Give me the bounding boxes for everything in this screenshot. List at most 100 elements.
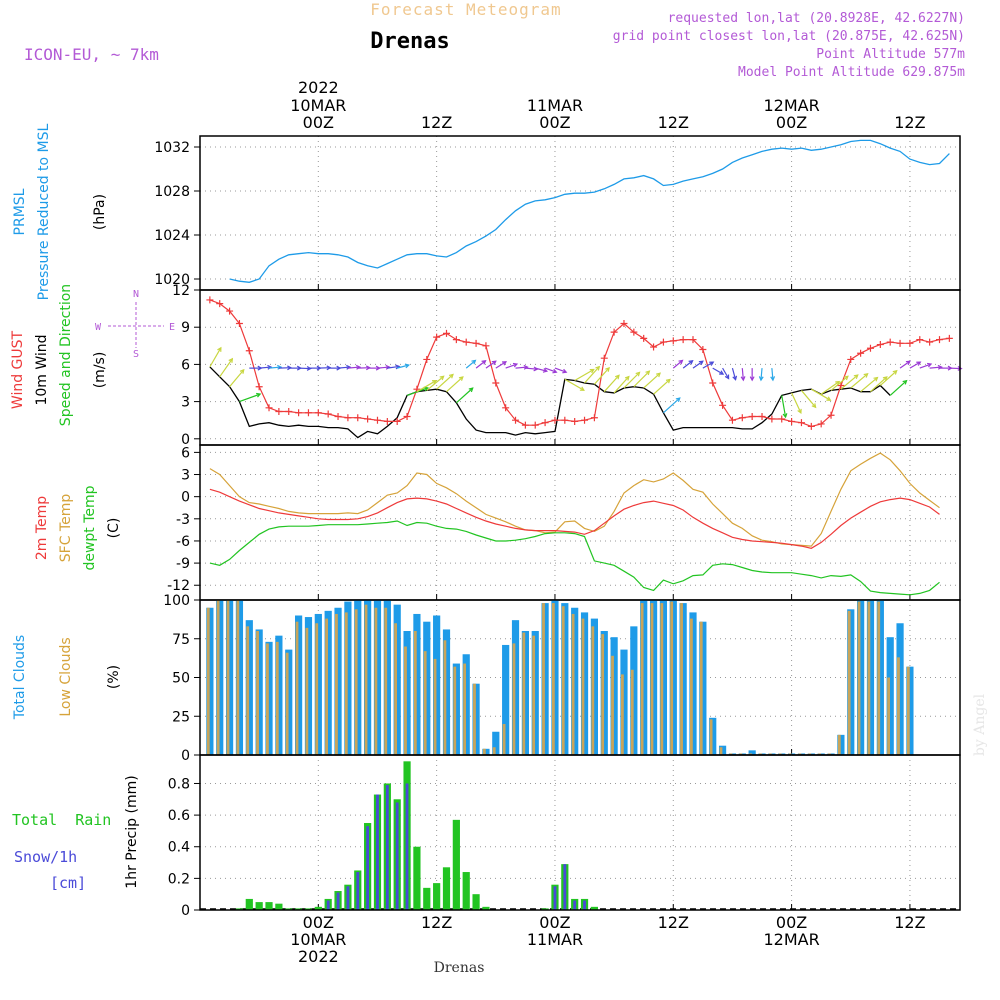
total-cloud-bar: [383, 600, 391, 755]
total-cloud-bar: [817, 753, 825, 755]
top-year-label: 2022: [298, 78, 339, 97]
gust-marker: [827, 411, 835, 419]
wind-arrow-head: [770, 376, 776, 382]
bottom-tick-label: 2022: [298, 947, 339, 966]
total-cloud-bar: [571, 607, 579, 755]
point-altitude: Point Altitude 577m: [816, 47, 965, 62]
t2m-line: [209, 488, 940, 549]
wind-arrow-head: [605, 366, 610, 372]
bottom-tick-label: 00Z: [776, 913, 807, 932]
wind-arrow-head: [385, 364, 391, 370]
snow-bar: [395, 802, 399, 910]
total-cloud-bar: [886, 637, 894, 755]
gust-marker: [403, 412, 411, 420]
wind-arrow: [771, 368, 774, 381]
wind-arrow: [436, 374, 454, 390]
wind-arrow: [889, 380, 907, 396]
y-tick-label: 25: [172, 709, 190, 725]
low-cloud-bar: [256, 631, 259, 755]
wind-arrow: [387, 365, 400, 369]
total-cloud-bar: [364, 600, 372, 755]
t2m-label: 2m Temp: [34, 496, 50, 560]
wind-arrow: [495, 361, 507, 369]
total-cloud-bar: [393, 604, 401, 755]
low-clouds-label: Low Clouds: [58, 637, 74, 716]
gust-marker: [797, 419, 805, 427]
low-cloud-bar: [611, 655, 614, 755]
gust-marker: [216, 300, 224, 308]
top-tick-label: 00Z: [776, 113, 807, 132]
gust-marker: [590, 414, 598, 422]
requested-coords: requested lon,lat (20.8928E, 42.6227N): [668, 11, 965, 26]
wind-arrow: [682, 360, 693, 369]
total-clouds-label: Total Clouds: [12, 635, 28, 720]
total-cloud-bar: [354, 600, 362, 755]
low-cloud-bar: [759, 753, 762, 755]
low-cloud-bar: [818, 753, 821, 755]
total-cloud-bar: [403, 631, 411, 755]
wind-arrow-head: [675, 397, 681, 403]
total-cloud-bar: [295, 615, 303, 755]
wind-arrow: [337, 366, 351, 369]
wind-speed-line: [209, 366, 891, 439]
y-tick-label: 0.6: [168, 808, 190, 824]
top-tick-label: 00Z: [303, 113, 334, 132]
wind-arrow-head: [863, 373, 869, 378]
low-cloud-bar: [837, 734, 841, 755]
wind-arrow-head: [624, 375, 630, 381]
total-cloud-bar: [206, 607, 214, 755]
wind-arrow-head: [957, 365, 963, 371]
panel-frame: [199, 135, 961, 291]
y-tick-label: 12: [172, 283, 190, 299]
gust-marker: [945, 334, 953, 342]
y-tick-label: 1032: [154, 140, 190, 156]
clouds-unit: (%): [106, 665, 122, 689]
snow-bar: [326, 900, 330, 910]
total-cloud-bar: [649, 600, 658, 755]
pressure-panel-labels: PRMSL Pressure Reduced to MSL (hPa): [12, 123, 108, 300]
panel-frame: [199, 754, 961, 911]
gust-marker: [245, 347, 253, 355]
total-cloud-bar: [285, 649, 293, 755]
pressure-label-prmsl: PRMSL: [12, 188, 28, 235]
y-tick-label: 1020: [154, 272, 190, 288]
total-cloud-bar: [511, 620, 520, 755]
bottom-tick-label: 12Z: [421, 913, 452, 932]
dewpt-label: dewpt Temp: [82, 485, 98, 570]
gust-marker: [738, 414, 746, 422]
gust-marker: [571, 417, 579, 425]
y-tick-label: 6: [181, 445, 190, 461]
wind-arrow-head: [267, 364, 273, 370]
total-cloud-bar: [472, 683, 480, 755]
total-cloud-bar: [265, 641, 273, 755]
low-cloud-bar: [463, 663, 467, 755]
gust-marker: [304, 409, 312, 417]
wind-arrow: [672, 359, 683, 369]
compass-w: W: [95, 322, 102, 333]
wind-arrow-head: [732, 375, 738, 381]
total-cloud-bar: [866, 600, 875, 755]
y-tick-label: 0: [181, 432, 190, 448]
gust-marker: [492, 379, 500, 387]
gust-marker: [354, 414, 362, 422]
rain-bar: [255, 902, 263, 910]
wind-arrow: [525, 367, 538, 370]
wind-arrow-head: [678, 359, 684, 365]
snow-bar: [583, 900, 586, 910]
wind-arrow-head: [688, 359, 694, 365]
y-tick-label: -6: [176, 534, 190, 550]
top-tick-label: 00Z: [539, 113, 570, 132]
total-cloud-bar: [807, 753, 815, 755]
rain-bar: [482, 906, 490, 910]
wind-arrow-head: [615, 374, 620, 380]
low-cloud-bar: [670, 601, 674, 755]
low-cloud-bar: [473, 683, 476, 755]
total-cloud-bar: [255, 629, 263, 755]
wind-arrow: [505, 363, 518, 369]
wind-arrow: [741, 368, 744, 381]
gust-marker: [689, 336, 697, 344]
wind-arrow: [791, 392, 802, 414]
wind-arrow: [574, 369, 595, 382]
total-cloud-bar: [492, 731, 500, 755]
wind-compass: N S W E: [95, 289, 175, 360]
